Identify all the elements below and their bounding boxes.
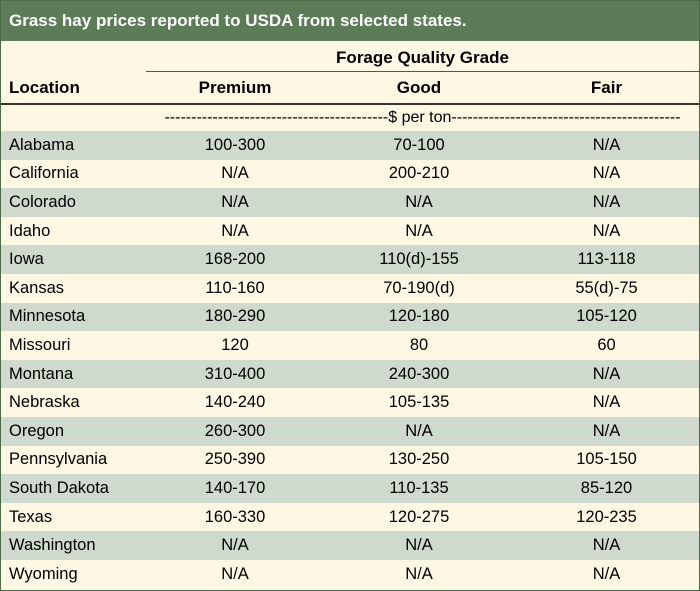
- fair-price-cell: 60: [597, 335, 616, 354]
- fair-price-cell: N/A: [592, 164, 621, 183]
- table-row: Iowa 168-200 110(d)-155 113-118: [1, 245, 699, 274]
- fair-price-cell: 85-120: [580, 478, 633, 497]
- column-header-good: Good: [396, 78, 442, 97]
- premium-price-cell: 260-300: [204, 421, 266, 440]
- table-row: Idaho N/A N/A N/A: [1, 216, 699, 246]
- group-header-rule: [146, 71, 699, 72]
- table-row: Missouri 120 80 60: [1, 331, 699, 360]
- premium-price-cell: 100-300: [204, 135, 266, 154]
- location-cell: Wyoming: [9, 564, 78, 583]
- table-row: Alabama 100-300 70-100 N/A: [1, 131, 699, 160]
- premium-price-cell: N/A: [221, 164, 249, 183]
- fair-price-cell: 113-118: [577, 250, 636, 269]
- good-price-cell: 105-135: [388, 393, 450, 412]
- good-price-cell: N/A: [405, 536, 433, 555]
- table-row: Wyoming N/A N/A N/A: [1, 559, 699, 589]
- good-price-cell: N/A: [405, 192, 433, 211]
- fair-price-cell: N/A: [592, 221, 621, 240]
- fair-price-cell: N/A: [592, 364, 621, 383]
- premium-price-cell: 180-290: [204, 307, 266, 326]
- table-row: Montana 310-400 240-300 N/A: [1, 359, 699, 389]
- premium-price-cell: N/A: [221, 221, 249, 240]
- location-cell: Nebraska: [9, 393, 80, 412]
- fair-price-cell: 105-120: [576, 307, 637, 326]
- good-price-cell: 130-250: [388, 450, 450, 469]
- table-row: Kansas 110-160 70-190(d) 55(d)-75: [1, 273, 699, 303]
- table-row: Texas 160-330 120-275 120-235: [1, 502, 699, 532]
- premium-price-cell: 140-170: [204, 478, 266, 497]
- location-cell: Pennsylvania: [9, 450, 108, 469]
- table-row: South Dakota 140-170 110-135 85-120: [1, 474, 699, 503]
- column-header-location: Location: [9, 78, 80, 97]
- good-price-cell: 200-210: [388, 164, 450, 183]
- location-cell: Kansas: [9, 278, 65, 297]
- table-row: Oregon 260-300 N/A N/A: [1, 416, 699, 446]
- premium-price-cell: 140-240: [204, 393, 266, 412]
- premium-price-cell: N/A: [221, 192, 249, 211]
- good-price-cell: 120-275: [388, 507, 450, 526]
- premium-price-cell: 160-330: [204, 507, 266, 526]
- fair-price-cell: N/A: [592, 192, 621, 211]
- good-price-cell: 80: [409, 335, 429, 354]
- column-header-premium: Premium: [198, 78, 272, 97]
- table-row: Washington N/A N/A N/A: [1, 531, 699, 560]
- table-body: Alabama 100-300 70-100 N/A California N/A 200-…: [1, 131, 699, 589]
- fair-price-cell: 105-150: [576, 450, 637, 469]
- fair-price-cell: 120-235: [576, 507, 637, 526]
- good-price-cell: N/A: [405, 564, 433, 583]
- good-price-cell: 70-190(d): [383, 278, 455, 297]
- table-title: Grass hay prices reported to USDA from s…: [1, 1, 699, 41]
- premium-price-cell: 110-160: [205, 278, 265, 297]
- table-row: Minnesota 180-290 120-180 105-120: [1, 302, 699, 332]
- table-row: Colorado N/A N/A N/A: [1, 188, 699, 217]
- premium-price-cell: N/A: [221, 564, 249, 583]
- premium-price-cell: 120: [221, 335, 249, 354]
- table-row: Pennsylvania 250-390 130-250 105-150: [1, 445, 699, 475]
- good-price-cell: 110-135: [389, 478, 449, 497]
- premium-price-cell: 168-200: [204, 250, 266, 269]
- premium-price-cell: N/A: [221, 536, 249, 555]
- fair-price-cell: N/A: [592, 536, 621, 555]
- fair-price-cell: 55(d)-75: [575, 278, 638, 297]
- good-price-cell: 110(d)-155: [379, 250, 459, 269]
- good-price-cell: 70-100: [393, 135, 445, 154]
- fair-price-cell: N/A: [592, 135, 621, 154]
- fair-price-cell: N/A: [592, 421, 621, 440]
- location-cell: Alabama: [9, 135, 75, 154]
- location-cell: Oregon: [9, 421, 65, 440]
- fair-price-cell: N/A: [592, 393, 621, 412]
- good-price-cell: N/A: [405, 421, 433, 440]
- good-price-cell: N/A: [405, 221, 433, 240]
- location-cell: California: [9, 164, 79, 183]
- location-cell: Washington: [9, 536, 96, 555]
- header-divider: [1, 103, 699, 105]
- good-price-cell: 120-180: [388, 307, 450, 326]
- table-row: California N/A 200-210 N/A: [1, 159, 699, 189]
- units-label: ----------------------------------------…: [164, 109, 681, 126]
- location-cell: Minnesota: [9, 307, 86, 326]
- fair-price-cell: N/A: [592, 564, 621, 583]
- premium-price-cell: 250-390: [204, 450, 266, 469]
- good-price-cell: 240-300: [388, 364, 450, 383]
- column-header-fair: Fair: [590, 78, 623, 97]
- table-row: Nebraska 140-240 105-135 N/A: [1, 388, 699, 417]
- location-cell: Missouri: [9, 335, 71, 354]
- location-cell: South Dakota: [9, 478, 109, 497]
- forage-quality-grade-header: Forage Quality Grade: [336, 48, 509, 67]
- location-cell: Iowa: [9, 250, 44, 269]
- premium-price-cell: 310-400: [204, 364, 266, 383]
- location-cell: Idaho: [9, 221, 51, 240]
- location-cell: Colorado: [9, 192, 76, 211]
- location-cell: Montana: [9, 364, 74, 383]
- location-cell: Texas: [9, 507, 53, 526]
